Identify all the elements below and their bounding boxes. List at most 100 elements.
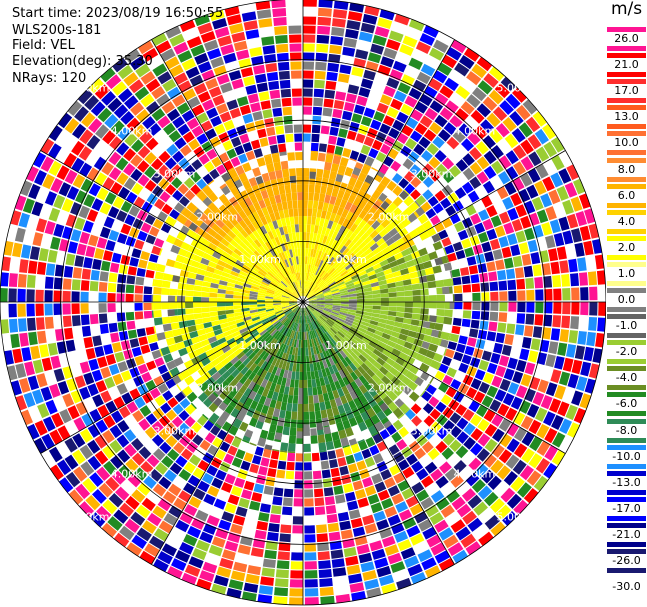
velocity-gate (364, 291, 373, 296)
velocity-gate (559, 329, 569, 343)
velocity-gate (276, 341, 283, 351)
velocity-gate (355, 238, 364, 247)
velocity-gate (283, 250, 289, 260)
velocity-gate (205, 78, 219, 90)
velocity-gate (135, 63, 151, 78)
velocity-gate (101, 161, 114, 176)
velocity-gate (310, 313, 316, 321)
velocity-gate (295, 256, 299, 265)
velocity-gate (480, 311, 490, 321)
velocity-gate (258, 199, 266, 209)
velocity-gate (47, 249, 58, 263)
velocity-gate (239, 354, 248, 363)
velocity-gate (442, 374, 454, 386)
velocity-gate (264, 549, 277, 560)
velocity-gate (265, 308, 274, 312)
velocity-gate (325, 331, 332, 340)
velocity-gate (32, 232, 44, 247)
velocity-gate (396, 439, 408, 451)
velocity-gate (245, 29, 260, 40)
velocity-gate (228, 196, 239, 207)
range-ring-label: 5.00km (68, 82, 110, 95)
velocity-gate (241, 11, 257, 22)
velocity-gate (466, 71, 482, 86)
velocity-gate (265, 380, 273, 390)
velocity-gate (292, 273, 297, 282)
velocity-gate (373, 111, 385, 122)
velocity-gate (254, 119, 265, 130)
velocity-gate (149, 469, 163, 482)
velocity-gate (269, 514, 281, 524)
velocity-gate (512, 87, 527, 103)
velocity-gate (97, 107, 112, 123)
velocity-gate (163, 512, 178, 526)
velocity-gate (586, 331, 596, 347)
velocity-gate (225, 298, 234, 302)
velocity-gate (133, 196, 146, 209)
velocity-gate (62, 278, 72, 290)
velocity-gate (257, 128, 267, 139)
velocity-gate (238, 153, 248, 164)
velocity-gate (185, 290, 194, 297)
colorbar-tick-label: 26.0 (606, 32, 647, 46)
velocity-gate (367, 356, 377, 365)
velocity-gate (186, 278, 196, 285)
velocity-gate (306, 306, 312, 314)
velocity-gate (217, 366, 228, 376)
velocity-gate (479, 272, 489, 283)
velocity-gate (426, 384, 437, 395)
velocity-gate (540, 395, 553, 410)
velocity-gate (308, 281, 313, 290)
velocity-gate (308, 322, 313, 331)
velocity-gate (10, 333, 20, 349)
velocity-gate (270, 267, 278, 276)
velocity-gate (403, 312, 413, 319)
velocity-gate (309, 419, 317, 428)
velocity-gate (403, 254, 413, 263)
velocity-gate (402, 466, 415, 479)
velocity-gate (310, 142, 319, 152)
velocity-gate (417, 269, 427, 277)
velocity-gate (72, 174, 86, 189)
velocity-gate (445, 205, 457, 217)
velocity-gate (491, 413, 504, 427)
velocity-gate (168, 343, 178, 353)
range-ring-label: 2.00km (197, 382, 239, 395)
velocity-gate (111, 252, 122, 263)
velocity-gate (328, 281, 336, 287)
velocity-gate (66, 186, 80, 201)
velocity-gate (181, 58, 196, 71)
velocity-gate (154, 263, 158, 271)
velocity-gate (303, 0, 317, 7)
velocity-gate (316, 295, 325, 299)
velocity-gate (321, 226, 327, 236)
velocity-gate (416, 170, 428, 182)
velocity-gate (326, 513, 338, 524)
velocity-gate (375, 151, 387, 163)
velocity-gate (422, 220, 433, 231)
velocity-gate (161, 302, 170, 310)
velocity-gate (270, 281, 278, 287)
velocity-gate (202, 99, 215, 111)
velocity-gate (295, 462, 303, 471)
velocity-gate (183, 257, 193, 266)
velocity-gate (194, 52, 209, 65)
velocity-gate (178, 410, 190, 422)
velocity-gate (557, 342, 568, 356)
velocity-gate (325, 186, 334, 196)
velocity-gate (261, 388, 270, 398)
velocity-gate (358, 124, 369, 135)
velocity-gate (268, 523, 280, 533)
velocity-gate (79, 361, 91, 374)
velocity-gate (500, 76, 516, 92)
velocity-gate (131, 438, 144, 451)
velocity-gate (40, 156, 54, 172)
velocity-gate (369, 364, 379, 374)
velocity-gate (116, 283, 126, 293)
velocity-gate (218, 280, 228, 286)
velocity-gate (357, 365, 366, 375)
velocity-gate (209, 213, 220, 223)
velocity-gate (308, 347, 312, 356)
velocity-gate (410, 130, 423, 143)
velocity-gate (19, 259, 29, 273)
